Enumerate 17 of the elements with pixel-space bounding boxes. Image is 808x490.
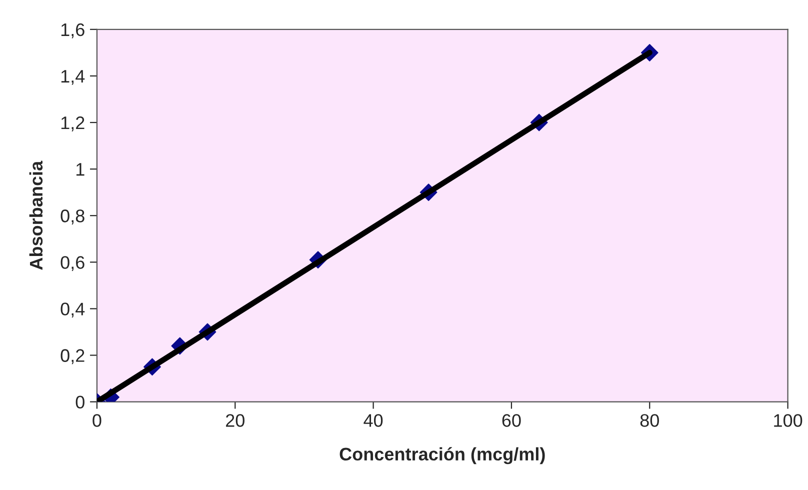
x-tick-label: 40 <box>364 414 383 427</box>
x-tick-label: 80 <box>640 414 659 427</box>
y-tick-label: 0,4 <box>60 302 85 318</box>
y-tick-label: 1,2 <box>61 116 84 132</box>
y-axis-title: Absorbancia <box>29 160 43 270</box>
y-tick-label: 0,8 <box>60 210 84 224</box>
y-tick-label: 0 <box>76 396 84 409</box>
x-tick-label: 0 <box>92 414 102 427</box>
x-axis-title: Concentración (mcg/ml) <box>340 447 545 464</box>
x-tick-label: 100 <box>774 414 802 427</box>
y-tick-label: 1,6 <box>61 23 84 38</box>
x-tick-label: 20 <box>226 414 244 427</box>
x-tick-label: 60 <box>502 414 521 427</box>
y-tick-label: 1,4 <box>61 70 85 85</box>
y-tick-label: 1 <box>76 163 84 176</box>
y-tick-label: 0,6 <box>60 256 84 272</box>
y-tick-label: 0,2 <box>60 349 84 364</box>
